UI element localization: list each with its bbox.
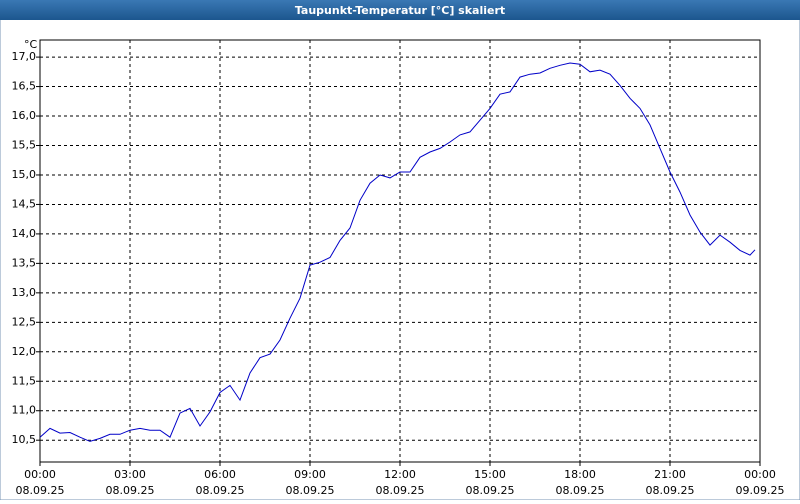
- chart-title: Taupunkt-Temperatur [°C] skaliert: [295, 4, 505, 17]
- y-tick-label: 11,0: [12, 404, 37, 417]
- x-tick-label: 12:00: [384, 468, 416, 481]
- x-tick-date: 08.09.25: [466, 484, 515, 497]
- y-tick-label: 10,5: [12, 433, 37, 446]
- x-tick-date: 08.09.25: [286, 484, 335, 497]
- x-tick-label: 00:00: [744, 468, 776, 481]
- y-tick-label: 14,5: [12, 197, 37, 210]
- y-tick-label: 16,0: [12, 109, 37, 122]
- y-tick-label: 12,0: [12, 345, 37, 358]
- y-tick-label: 13,5: [12, 256, 37, 269]
- y-tick-label: 14,0: [12, 227, 37, 240]
- y-tick-label: 17,0: [12, 50, 37, 63]
- x-tick-label: 21:00: [654, 468, 686, 481]
- y-unit: °C: [24, 38, 38, 51]
- x-tick-date: 09.09.25: [736, 484, 785, 497]
- x-tick-date: 08.09.25: [16, 484, 65, 497]
- y-tick-label: 12,5: [12, 315, 37, 328]
- y-tick-label: 15,0: [12, 168, 37, 181]
- y-tick-label: 16,5: [12, 80, 37, 93]
- y-tick-label: 13,0: [12, 286, 37, 299]
- data-line: [39, 62, 756, 442]
- x-tick-label: 06:00: [204, 468, 236, 481]
- x-tick-label: 00:00: [24, 468, 56, 481]
- x-tick-label: 09:00: [294, 468, 326, 481]
- x-tick-date: 08.09.25: [376, 484, 425, 497]
- x-tick-date: 08.09.25: [646, 484, 695, 497]
- x-tick-date: 08.09.25: [556, 484, 605, 497]
- title-bar: [0, 0, 800, 20]
- x-tick-label: 03:00: [114, 468, 146, 481]
- x-tick-date: 08.09.25: [196, 484, 245, 497]
- x-tick-label: 15:00: [474, 468, 506, 481]
- y-tick-label: 15,5: [12, 139, 37, 152]
- x-tick-date: 08.09.25: [106, 484, 155, 497]
- y-tick-label: 11,5: [12, 374, 37, 387]
- x-tick-label: 18:00: [564, 468, 596, 481]
